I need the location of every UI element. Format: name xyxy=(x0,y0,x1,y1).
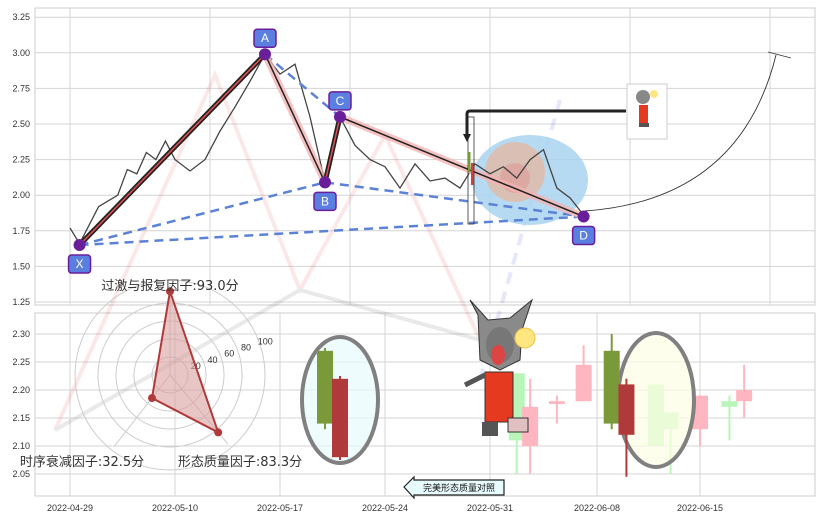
x-tick-label: 2022-04-29 xyxy=(47,503,93,513)
point-label-box xyxy=(67,254,92,274)
candle-body xyxy=(575,364,592,402)
price-line xyxy=(69,53,585,245)
x-tick-label: 2022-06-15 xyxy=(677,503,723,513)
point-label-box xyxy=(253,28,277,48)
y-tick-label: 2.25 xyxy=(12,155,30,165)
y-tick-label: 1.75 xyxy=(12,226,30,236)
compare-label-arrow: 完美形态质量对照 xyxy=(403,475,505,500)
leg-XA-inner xyxy=(79,53,266,246)
y-tick-label: 2.75 xyxy=(12,83,30,93)
x-tick-label: 2022-05-10 xyxy=(152,503,198,513)
radar-point xyxy=(166,287,174,296)
entry-marker xyxy=(463,109,626,225)
pattern-point-b xyxy=(319,176,331,189)
y-tick-label: 2.25 xyxy=(12,357,30,367)
pattern-legs xyxy=(77,52,585,247)
axes: 1.25 1.50 1.75 2.00 2.25 2.50 2.75 3.00 3.25 2.05… xyxy=(12,12,723,513)
candle-body xyxy=(317,350,333,424)
radar-axis-label: 时序衰减因子:32.5分 xyxy=(20,454,144,470)
bottom-panel-frame xyxy=(34,312,816,497)
pattern-point-a xyxy=(259,48,271,61)
radar-axis-label: 形态质量因子:83.3分 xyxy=(178,455,302,470)
x-tick-label: 2022-05-17 xyxy=(257,503,303,513)
highlighted-candles xyxy=(317,334,635,477)
radar-chart: 20406080100过激与报复因子:93.0分形态质量因子:83.3分时序衰减… xyxy=(20,279,302,471)
radar-point xyxy=(214,428,223,437)
leg-AB xyxy=(264,53,326,183)
x-tick-label: 2022-05-24 xyxy=(362,503,408,513)
compare-label: 完美形态质量对照 xyxy=(423,482,495,494)
point-label: B xyxy=(321,194,329,208)
y-tick-label: 2.00 xyxy=(12,190,30,200)
wolf-thumbnail xyxy=(626,83,668,140)
point-label: A xyxy=(261,31,269,45)
candle-body xyxy=(721,401,738,407)
y-tick-label: 2.05 xyxy=(12,469,30,479)
radar-tick-label: 80 xyxy=(241,343,251,353)
dashed-line-XB xyxy=(79,181,326,247)
point-label-box xyxy=(313,191,337,212)
y-tick-label: 2.50 xyxy=(12,119,30,129)
point-label: D xyxy=(579,229,588,243)
x-tick-label: 2022-05-31 xyxy=(467,503,513,513)
candle-body xyxy=(692,395,708,430)
y-tick-label: 3.25 xyxy=(12,12,30,22)
radar-axis-label: 过激与报复因子:93.0分 xyxy=(101,279,238,294)
candle-body xyxy=(736,390,753,402)
y-tick-label: 2.15 xyxy=(12,413,30,423)
candle-body xyxy=(618,384,635,435)
y-tick-label: 2.20 xyxy=(12,385,30,395)
radar-tick-label: 100 xyxy=(258,336,273,346)
projection-arc xyxy=(584,51,792,212)
radar-tick-label: 60 xyxy=(224,349,234,359)
y-tick-label: 2.10 xyxy=(12,441,30,451)
point-label: X xyxy=(76,257,84,271)
wolf-mascot xyxy=(463,298,536,436)
leg-BC-inner xyxy=(324,116,341,183)
top-panel-frame xyxy=(34,7,816,306)
radar-ring xyxy=(74,279,266,471)
y-tick-label: 2.30 xyxy=(12,329,30,339)
y-tick-label: 3.00 xyxy=(12,48,30,58)
y-tick-label: 1.25 xyxy=(12,297,30,307)
candle-body xyxy=(522,406,539,446)
candle-body xyxy=(332,378,348,458)
candle-body xyxy=(548,401,565,404)
y-tick-label: 1.50 xyxy=(12,261,30,271)
dashed-line-BD xyxy=(324,181,584,218)
x-tick-label: 2022-06-08 xyxy=(574,503,620,513)
candle-body xyxy=(603,350,620,424)
pattern-point-d xyxy=(577,210,590,223)
pattern-point-c xyxy=(334,110,346,123)
point-label-box xyxy=(328,91,352,111)
point-label-box xyxy=(571,225,596,246)
leg-CD xyxy=(339,116,584,218)
pattern-point-x xyxy=(73,239,86,252)
dashed-line-AC xyxy=(264,53,341,118)
point-label: C xyxy=(336,94,345,108)
radar-tick-label: 40 xyxy=(207,355,217,365)
radar-area xyxy=(150,290,220,435)
price-series-line xyxy=(69,53,585,245)
dashed-line-XD xyxy=(79,215,584,247)
pattern-points: X A B C D xyxy=(67,28,596,274)
radar-point xyxy=(147,394,156,403)
